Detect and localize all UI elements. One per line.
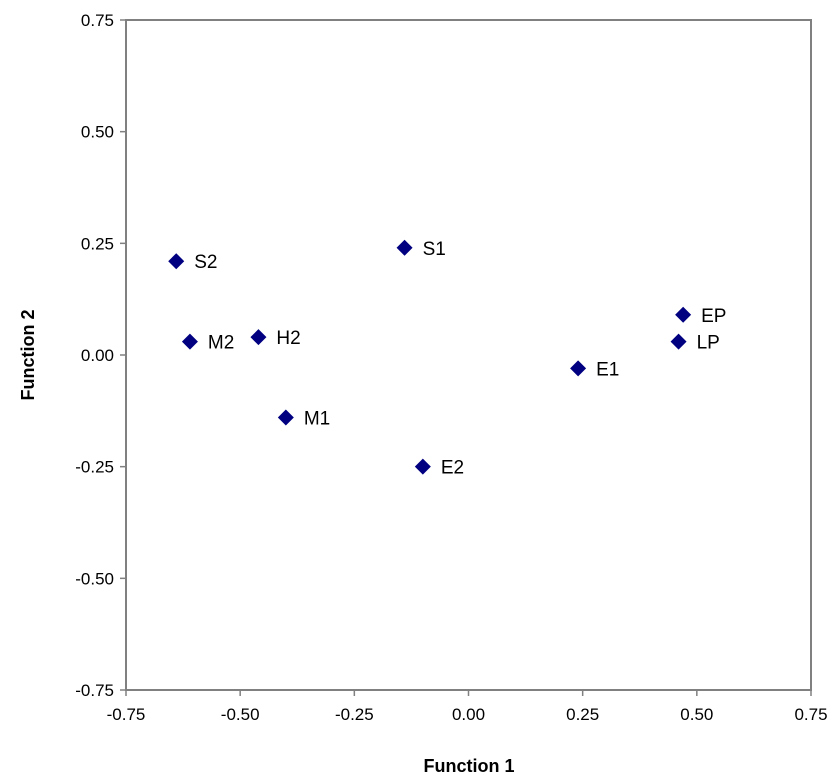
y-tick-label: -0.50 bbox=[75, 569, 114, 588]
data-points bbox=[168, 239, 692, 475]
y-tick-label: 0.50 bbox=[81, 123, 114, 142]
point-label-ep: EP bbox=[701, 306, 726, 327]
data-point-m1 bbox=[277, 409, 294, 426]
y-tick-label: -0.75 bbox=[75, 681, 114, 700]
x-tick-labels: -0.75 -0.50 -0.25 0.00 0.25 0.50 0.75 bbox=[107, 705, 828, 724]
point-label-h2: H2 bbox=[276, 328, 300, 349]
x-tick-label: 0.50 bbox=[680, 705, 713, 724]
y-tick-label: 0.25 bbox=[81, 234, 114, 253]
point-labels: S2 S1 M2 H2 M1 E2 E1 EP LP bbox=[194, 239, 726, 479]
y-tick-labels: 0.75 0.50 0.25 0.00 -0.25 -0.50 -0.75 bbox=[75, 11, 114, 700]
x-tick-label: 0.00 bbox=[452, 705, 485, 724]
x-tick-label: -0.25 bbox=[335, 705, 374, 724]
point-label-s1: S1 bbox=[423, 239, 446, 260]
data-point-m2 bbox=[181, 333, 198, 350]
point-label-e2: E2 bbox=[441, 458, 464, 479]
point-label-m2: M2 bbox=[208, 333, 234, 354]
x-tick-label: -0.50 bbox=[221, 705, 260, 724]
data-point-ep bbox=[675, 306, 692, 323]
data-point-s1 bbox=[396, 239, 413, 256]
x-tick-label: 0.25 bbox=[566, 705, 599, 724]
data-point-h2 bbox=[250, 329, 267, 346]
point-label-m1: M1 bbox=[304, 409, 330, 430]
y-tick-label: 0.75 bbox=[81, 11, 114, 30]
x-tick-label: -0.75 bbox=[107, 705, 146, 724]
point-label-e1: E1 bbox=[596, 359, 619, 380]
data-point-e1 bbox=[570, 360, 587, 377]
y-axis-title: Function 2 bbox=[18, 310, 38, 401]
data-point-s2 bbox=[168, 253, 185, 270]
data-point-e2 bbox=[414, 458, 431, 475]
point-label-lp: LP bbox=[697, 333, 720, 354]
data-point-lp bbox=[670, 333, 687, 350]
axis-ticks bbox=[120, 19, 812, 696]
point-label-s2: S2 bbox=[194, 252, 217, 273]
y-tick-label: -0.25 bbox=[75, 458, 114, 477]
x-tick-label: 0.75 bbox=[794, 705, 827, 724]
x-axis-title: Function 1 bbox=[424, 756, 515, 776]
y-tick-label: 0.00 bbox=[81, 346, 114, 365]
